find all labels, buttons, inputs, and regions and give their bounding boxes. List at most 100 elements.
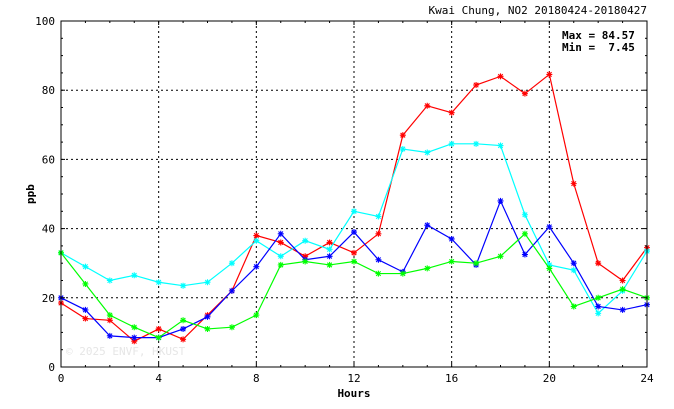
- chart-title: Kwai Chung, NO2 20180424-20180427: [428, 4, 647, 17]
- data-point-marker: [204, 325, 211, 332]
- data-point-marker: [253, 263, 260, 270]
- data-point-marker: [253, 232, 260, 239]
- data-point-marker: [82, 263, 89, 270]
- data-point-marker: [546, 223, 553, 230]
- data-point-marker: [473, 260, 480, 267]
- data-point-marker: [399, 132, 406, 139]
- y-tick-label: 60: [42, 153, 55, 166]
- data-point-marker: [424, 222, 431, 229]
- y-tick-label: 80: [42, 84, 55, 97]
- data-point-marker: [277, 230, 284, 237]
- data-point-marker: [473, 140, 480, 147]
- data-point-marker: [399, 146, 406, 153]
- y-tick-label: 40: [42, 223, 55, 236]
- data-point-marker: [326, 253, 333, 260]
- series-4: [58, 230, 650, 341]
- data-point-marker: [106, 312, 113, 319]
- data-point-marker: [595, 294, 602, 301]
- data-point-marker: [595, 310, 602, 317]
- data-point-marker: [253, 312, 260, 319]
- data-point-marker: [473, 82, 480, 89]
- x-tick-label: 16: [445, 372, 458, 385]
- data-point-marker: [106, 332, 113, 339]
- data-point-marker: [155, 325, 162, 332]
- data-point-marker: [351, 249, 357, 256]
- data-point-marker: [180, 336, 187, 343]
- series-layer: [58, 71, 650, 345]
- data-point-marker: [82, 315, 89, 322]
- x-tick-label: 24: [640, 372, 654, 385]
- data-point-marker: [228, 324, 235, 331]
- data-point-marker: [326, 261, 333, 268]
- data-point-marker: [106, 277, 113, 284]
- data-point-marker: [546, 261, 553, 268]
- data-point-marker: [155, 279, 162, 286]
- data-point-marker: [375, 256, 382, 263]
- data-point-marker: [497, 197, 504, 204]
- data-point-marker: [546, 265, 553, 272]
- x-tick-label: 8: [253, 372, 260, 385]
- data-point-marker: [595, 303, 602, 310]
- data-point-marker: [351, 208, 357, 215]
- data-point-marker: [131, 338, 138, 345]
- data-point-marker: [619, 277, 626, 284]
- data-point-marker: [570, 303, 577, 310]
- data-point-marker: [399, 270, 406, 277]
- data-point-marker: [570, 180, 577, 187]
- data-point-marker: [155, 334, 162, 341]
- axis-ticks: [60, 20, 648, 368]
- data-point-marker: [131, 324, 138, 331]
- data-point-marker: [497, 73, 504, 80]
- data-point-marker: [521, 211, 528, 218]
- data-point-marker: [570, 260, 577, 267]
- x-tick-label: 20: [543, 372, 556, 385]
- data-point-marker: [106, 317, 113, 324]
- y-tick-label: 0: [48, 361, 55, 374]
- y-axis-label: ppb: [24, 184, 37, 204]
- data-point-marker: [424, 149, 431, 156]
- y-tick-label: 20: [42, 292, 55, 305]
- data-point-marker: [570, 267, 577, 274]
- data-point-marker: [375, 230, 382, 237]
- data-point-marker: [448, 258, 455, 265]
- data-point-marker: [204, 313, 211, 320]
- data-point-marker: [302, 253, 309, 260]
- data-point-marker: [619, 306, 626, 313]
- data-point-marker: [521, 90, 528, 97]
- data-point-marker: [82, 280, 89, 287]
- data-point-marker: [448, 140, 455, 147]
- data-point-marker: [375, 270, 382, 277]
- x-axis-label: Hours: [337, 387, 370, 400]
- data-point-marker: [302, 237, 309, 244]
- data-point-marker: [521, 230, 528, 237]
- data-point-marker: [448, 109, 455, 116]
- data-point-marker: [326, 239, 333, 246]
- data-point-marker: [253, 237, 260, 244]
- data-point-marker: [375, 213, 382, 220]
- data-point-marker: [204, 279, 211, 286]
- data-point-marker: [277, 261, 284, 268]
- data-point-marker: [131, 272, 138, 279]
- data-point-marker: [546, 71, 553, 78]
- data-point-marker: [302, 258, 309, 265]
- data-point-marker: [82, 306, 89, 313]
- max-annotation: Max = 84.57: [562, 29, 635, 42]
- data-point-marker: [595, 260, 602, 267]
- data-point-marker: [228, 260, 235, 267]
- data-point-marker: [131, 334, 138, 341]
- x-tick-labels: 0 4 8 12 16 20 24: [58, 372, 654, 385]
- data-point-marker: [497, 253, 504, 260]
- data-point-marker: [277, 239, 284, 246]
- data-point-marker: [277, 253, 284, 260]
- data-point-marker: [619, 286, 626, 293]
- y-tick-labels: 0 20 40 60 80 100: [35, 15, 55, 374]
- y-tick-label: 100: [35, 15, 55, 28]
- data-point-marker: [424, 265, 431, 272]
- data-point-marker: [497, 142, 504, 149]
- x-tick-label: 0: [58, 372, 65, 385]
- x-tick-label: 4: [155, 372, 162, 385]
- data-point-marker: [180, 325, 187, 332]
- min-annotation: Min = 7.45: [562, 41, 635, 54]
